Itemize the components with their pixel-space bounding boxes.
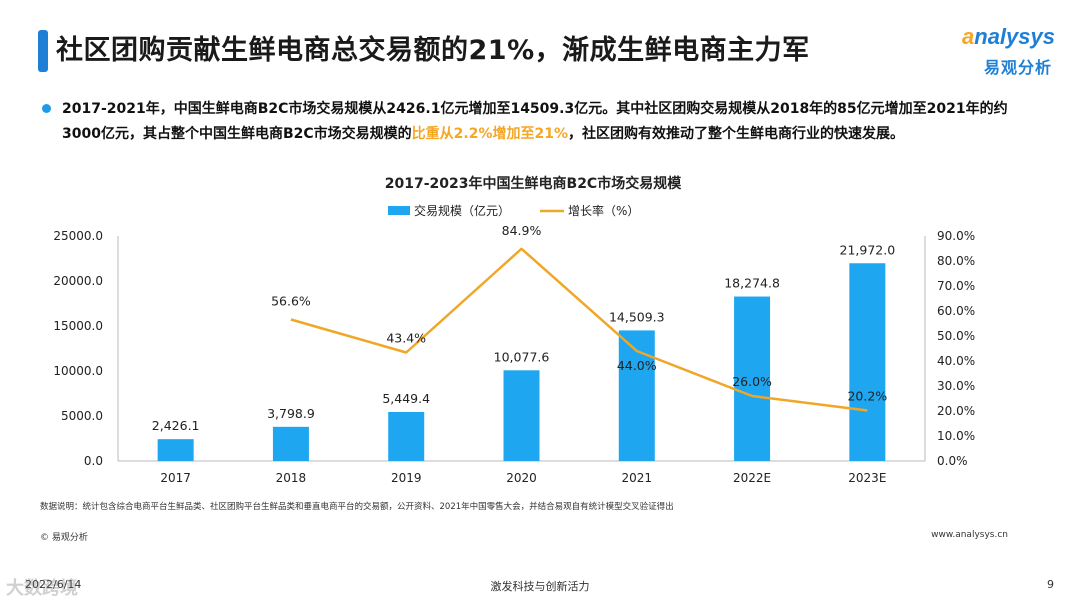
bar-value-label: 5,449.4 xyxy=(382,391,430,406)
website: www.analysys.cn xyxy=(931,530,1008,540)
right-tick-label: 40.0% xyxy=(937,354,975,368)
logo-chinese: 易观分析 xyxy=(984,58,1053,77)
title-accent-bar xyxy=(38,30,48,72)
bullet-icon xyxy=(42,104,51,113)
page-number: 9 xyxy=(1047,578,1054,591)
growth-rate-label: 20.2% xyxy=(847,389,887,404)
left-tick-label: 10000.0 xyxy=(53,364,103,378)
growth-rate-line xyxy=(290,247,868,412)
logo-wordmark: analysys xyxy=(962,24,1055,49)
x-tick-label: 2022E xyxy=(733,471,771,485)
legend-label-bar: 交易规模（亿元） xyxy=(414,203,510,218)
copyright: © 易观分析 xyxy=(40,533,88,543)
analysys-logo: analysys 易观分析 xyxy=(962,24,1070,80)
left-tick-label: 25000.0 xyxy=(53,229,103,243)
bar-2022E xyxy=(734,296,771,461)
right-tick-label: 70.0% xyxy=(937,279,975,293)
bar-value-label: 21,972.0 xyxy=(840,242,896,257)
bar-2020 xyxy=(503,370,540,461)
x-tick-label: 2019 xyxy=(391,471,422,485)
data-note: 数据说明：统计包含综合电商平台生鲜品类、社区团购平台生鲜品类和垂直电商平台的交易… xyxy=(40,502,674,512)
right-tick-label: 60.0% xyxy=(937,304,975,318)
summary-paragraph: 2017-2021年，中国生鲜电商B2C市场交易规模从2426.1亿元增加至14… xyxy=(62,101,1008,142)
footer-date: 2022/6/14 xyxy=(25,578,82,591)
growth-rate-label: 56.6% xyxy=(271,294,311,309)
bar-value-label: 3,798.9 xyxy=(267,406,315,421)
growth-rate-label: 43.4% xyxy=(386,331,426,346)
bar-value-label: 10,077.6 xyxy=(494,349,550,364)
bar-2023E xyxy=(849,263,886,461)
x-tick-label: 2023E xyxy=(848,471,886,485)
x-tick-label: 2017 xyxy=(160,471,191,485)
bar-value-label: 14,509.3 xyxy=(609,309,665,324)
growth-rate-label: 84.9% xyxy=(502,223,542,238)
x-tick-label: 2021 xyxy=(622,471,653,485)
bar-value-label: 2,426.1 xyxy=(152,418,200,433)
right-tick-label: 90.0% xyxy=(937,229,975,243)
bar-value-label: 18,274.8 xyxy=(724,276,780,291)
left-tick-label: 15000.0 xyxy=(53,319,103,333)
right-tick-label: 20.0% xyxy=(937,404,975,418)
right-tick-label: 50.0% xyxy=(937,329,975,343)
right-tick-label: 0.0% xyxy=(937,454,968,468)
bar-2019 xyxy=(388,411,425,461)
bar-2018 xyxy=(272,426,309,461)
footer-slogan: 激发科技与创新活力 xyxy=(490,580,590,593)
growth-rate-label: 26.0% xyxy=(732,374,772,389)
growth-rate-label: 44.0% xyxy=(617,358,657,373)
chart-title: 2017-2023年中国生鲜电商B2C市场交易规模 xyxy=(385,175,682,192)
bar-2017 xyxy=(157,439,194,461)
right-tick-label: 80.0% xyxy=(937,254,975,268)
watermark: 大数跨境 xyxy=(6,578,78,599)
summary-highlight: 比重从2.2%增加至21% xyxy=(411,126,568,142)
left-tick-label: 5000.0 xyxy=(61,409,103,423)
left-tick-label: 20000.0 xyxy=(53,274,103,288)
legend-label-line: 增长率（%） xyxy=(568,203,639,218)
legend-swatch-bar xyxy=(388,206,410,215)
x-tick-label: 2018 xyxy=(276,471,307,485)
page-title: 社区团购贡献生鲜电商总交易额的21%，渐成生鲜电商主力军 xyxy=(56,35,810,66)
right-tick-label: 30.0% xyxy=(937,379,975,393)
right-tick-label: 10.0% xyxy=(937,429,975,443)
x-tick-label: 2020 xyxy=(506,471,537,485)
left-tick-label: 0.0 xyxy=(84,454,103,468)
